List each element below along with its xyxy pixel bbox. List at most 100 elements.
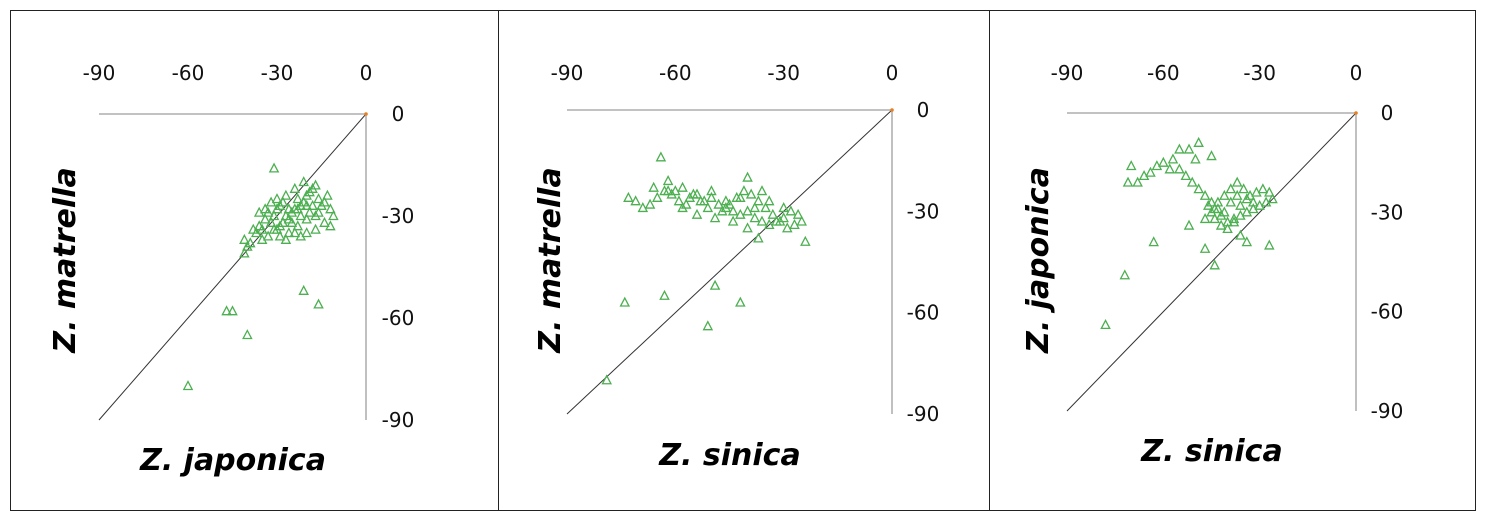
data-point xyxy=(1231,176,1243,187)
data-point xyxy=(680,198,692,209)
data-point xyxy=(1203,199,1214,210)
data-point xyxy=(800,235,811,246)
data-point xyxy=(265,216,277,227)
data-point xyxy=(677,202,688,213)
data-point xyxy=(313,193,324,204)
data-point xyxy=(304,206,315,217)
data-point xyxy=(295,210,307,221)
y-tick-label: -60 xyxy=(382,306,415,330)
data-point xyxy=(280,189,292,200)
data-point xyxy=(1206,150,1217,161)
data-point xyxy=(630,195,641,206)
data-point xyxy=(1183,143,1195,154)
data-point xyxy=(662,185,674,196)
x-axis-title: Z. sinica xyxy=(1140,434,1282,469)
data-point xyxy=(292,203,304,214)
y-axis-title: Z. matrella xyxy=(533,167,568,353)
data-point xyxy=(1215,209,1227,220)
data-point xyxy=(1225,196,1237,207)
data-point xyxy=(619,296,631,307)
data-point xyxy=(789,218,800,229)
data-point xyxy=(706,191,717,202)
data-point xyxy=(695,195,706,206)
data-point xyxy=(742,222,753,233)
data-point xyxy=(283,227,295,238)
data-point xyxy=(319,216,330,227)
data-point xyxy=(1164,163,1176,174)
data-point xyxy=(239,247,250,258)
data-point xyxy=(749,202,761,213)
data-point xyxy=(1190,153,1201,164)
data-point xyxy=(259,203,271,214)
data-point xyxy=(745,188,757,199)
x-axis-title: Z. sinica xyxy=(658,438,800,473)
data-point xyxy=(644,198,656,209)
data-point xyxy=(1228,213,1240,224)
y-tick-label: 0 xyxy=(392,102,405,126)
figure-frame xyxy=(10,10,1476,511)
x-tick-label: -90 xyxy=(83,61,116,85)
data-point xyxy=(1241,193,1253,204)
y-tick-label: -90 xyxy=(1371,399,1404,423)
data-point xyxy=(735,191,746,202)
data-point xyxy=(221,305,232,316)
data-point xyxy=(1100,319,1111,330)
data-point xyxy=(648,181,659,192)
data-point xyxy=(292,193,304,204)
data-point xyxy=(706,185,717,196)
y-tick-label: -90 xyxy=(907,402,940,426)
x-tick-label: -90 xyxy=(551,61,584,85)
data-point xyxy=(749,212,761,223)
reference-line xyxy=(1066,112,1357,412)
data-point xyxy=(259,213,271,224)
data-point xyxy=(1247,203,1259,214)
data-point xyxy=(785,205,797,216)
y-tick-label: -60 xyxy=(1371,300,1404,324)
data-point xyxy=(247,223,259,234)
y-tick-label: -60 xyxy=(907,301,940,325)
data-point xyxy=(1186,176,1198,187)
data-point xyxy=(1222,222,1233,234)
data-point xyxy=(310,223,321,234)
x-tick-label: -30 xyxy=(767,61,800,85)
x-axis-title: Z. japonica xyxy=(139,443,326,478)
data-point xyxy=(1122,176,1134,187)
data-point xyxy=(245,237,256,248)
data-point xyxy=(756,215,768,226)
reference-line xyxy=(566,109,893,415)
data-point xyxy=(713,198,724,209)
data-point xyxy=(313,298,324,309)
data-point xyxy=(319,196,330,207)
data-point xyxy=(1145,166,1156,177)
data-point xyxy=(1264,186,1275,197)
data-point xyxy=(688,188,699,199)
data-point xyxy=(753,232,764,243)
data-point xyxy=(289,182,301,193)
data-point xyxy=(1193,183,1204,194)
data-point xyxy=(1267,193,1278,204)
data-point xyxy=(753,195,764,206)
data-point xyxy=(727,215,739,226)
data-point xyxy=(1125,160,1137,171)
data-point xyxy=(1174,143,1185,154)
data-point xyxy=(767,208,779,219)
data-point xyxy=(735,208,746,219)
data-point xyxy=(1225,183,1237,194)
data-point xyxy=(1241,236,1253,247)
data-point xyxy=(677,181,688,192)
data-point xyxy=(1209,259,1220,270)
data-point xyxy=(1180,170,1192,181)
data-point xyxy=(1215,219,1227,230)
origin-marker xyxy=(1354,111,1358,115)
data-point xyxy=(1247,196,1259,207)
data-point xyxy=(1199,242,1211,253)
data-point xyxy=(268,210,280,221)
data-point xyxy=(655,151,667,162)
data-point xyxy=(271,193,283,204)
data-point xyxy=(268,162,280,173)
origin-marker xyxy=(364,112,368,116)
data-point xyxy=(782,222,793,233)
data-point xyxy=(763,195,775,206)
data-point xyxy=(262,230,274,241)
data-point xyxy=(659,289,670,300)
